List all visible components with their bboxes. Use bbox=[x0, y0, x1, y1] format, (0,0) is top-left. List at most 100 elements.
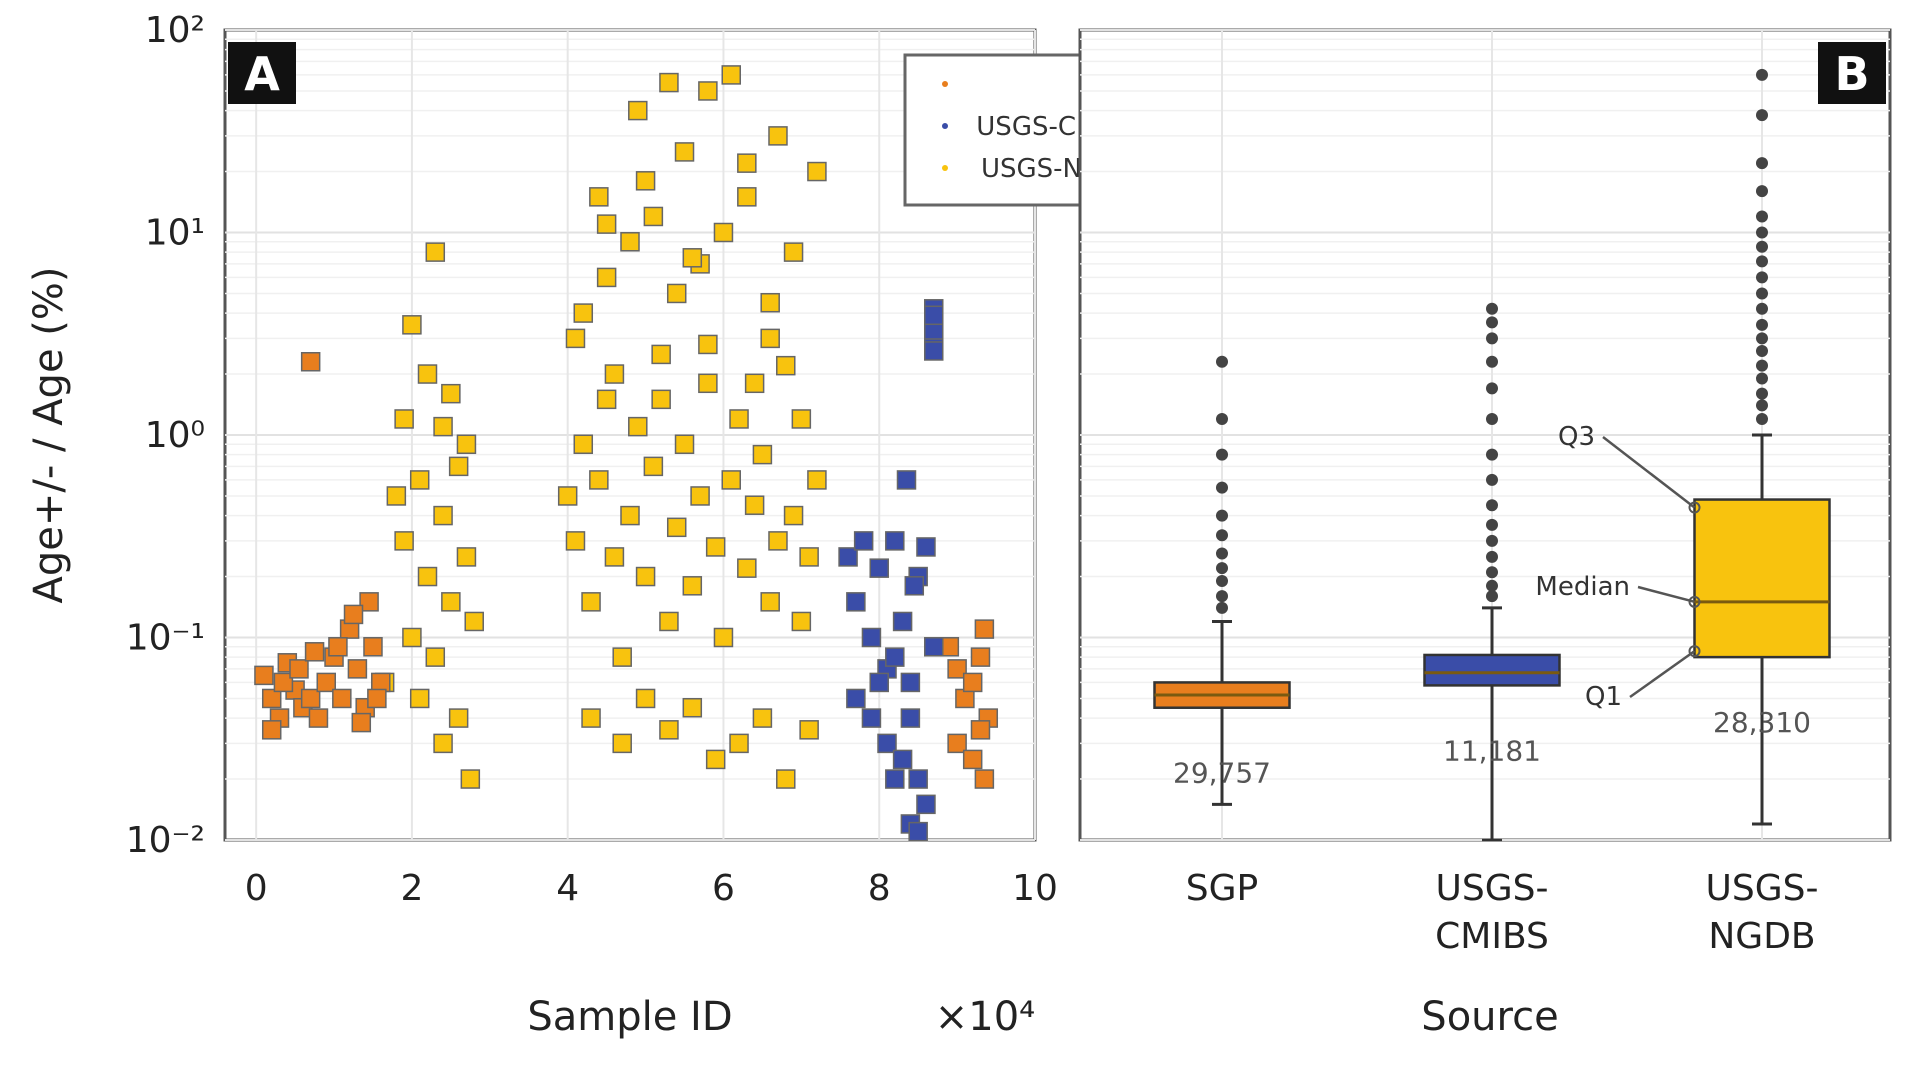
category-label: USGS- bbox=[1436, 868, 1549, 909]
outlier-point bbox=[1486, 550, 1498, 563]
outlier-point bbox=[1756, 255, 1768, 268]
y-tick-label: 10⁻¹ bbox=[126, 618, 205, 659]
data-point bbox=[791, 409, 812, 429]
x-tick-label: 4 bbox=[556, 868, 579, 909]
data-point bbox=[744, 495, 765, 515]
data-point bbox=[776, 355, 796, 376]
data-point bbox=[316, 672, 336, 693]
data-point bbox=[433, 733, 453, 754]
data-point bbox=[892, 611, 913, 632]
data-point bbox=[970, 647, 991, 667]
data-point bbox=[581, 708, 601, 728]
x-tick-label: 6 bbox=[712, 868, 735, 909]
data-point bbox=[635, 688, 656, 709]
outlier-point bbox=[1486, 566, 1498, 579]
data-point bbox=[885, 769, 905, 789]
data-point bbox=[433, 416, 453, 437]
data-point bbox=[394, 531, 414, 551]
data-point bbox=[698, 373, 718, 394]
data-point bbox=[885, 647, 905, 667]
data-point bbox=[877, 733, 897, 754]
category-label: USGS- bbox=[1706, 868, 1819, 909]
data-point bbox=[651, 389, 671, 410]
box-body bbox=[1423, 653, 1561, 687]
data-point bbox=[690, 486, 710, 506]
outlier-point bbox=[1756, 109, 1768, 122]
data-point bbox=[620, 505, 640, 526]
data-point bbox=[596, 214, 617, 234]
x-tick-label: 0 bbox=[245, 868, 268, 909]
data-point bbox=[705, 537, 726, 557]
data-point bbox=[869, 558, 889, 578]
data-point bbox=[573, 434, 594, 455]
outlier-point bbox=[1756, 157, 1768, 170]
outlier-point bbox=[1756, 332, 1768, 345]
annotation-arrow bbox=[1602, 436, 1696, 509]
plot-a-points bbox=[254, 65, 999, 842]
category-label: NGDB bbox=[1708, 916, 1815, 957]
outlier-point bbox=[1486, 579, 1498, 592]
data-point bbox=[846, 688, 866, 709]
outlier-point bbox=[1756, 185, 1768, 198]
data-point bbox=[904, 576, 925, 596]
series-sgp bbox=[254, 352, 999, 789]
outlier-point bbox=[1486, 473, 1498, 486]
plot-b-boxes: 29,757 11,181 28,310 bbox=[1153, 68, 1831, 842]
data-point bbox=[962, 672, 983, 693]
data-point bbox=[659, 611, 679, 632]
data-point bbox=[604, 364, 625, 384]
legend-marker-small bbox=[942, 123, 948, 129]
outlier-point bbox=[1216, 529, 1228, 542]
data-point bbox=[885, 531, 905, 551]
data-point bbox=[628, 100, 648, 121]
outlier-point bbox=[1486, 518, 1498, 531]
annotation-marker bbox=[1688, 501, 1701, 514]
annotation-marker bbox=[1688, 595, 1701, 608]
y-tick-label: 10¹ bbox=[145, 213, 205, 254]
data-point bbox=[729, 409, 749, 429]
data-point bbox=[705, 749, 726, 770]
outlier-point bbox=[1756, 226, 1768, 239]
outlier-point bbox=[1756, 271, 1768, 284]
box-2: 28,310 bbox=[1693, 68, 1831, 826]
data-point bbox=[760, 592, 780, 612]
data-point bbox=[807, 470, 827, 490]
data-point bbox=[752, 444, 773, 465]
data-point bbox=[783, 505, 804, 526]
data-point bbox=[861, 708, 882, 728]
panel-b-label-box bbox=[1818, 42, 1886, 104]
outlier-point bbox=[1486, 534, 1498, 547]
data-point bbox=[425, 647, 446, 667]
outlier-point bbox=[1216, 448, 1228, 461]
data-point bbox=[441, 592, 461, 612]
data-point bbox=[752, 708, 773, 728]
outlier-point bbox=[1216, 562, 1228, 575]
legend-marker-small bbox=[942, 81, 948, 87]
outlier-point bbox=[1216, 412, 1228, 425]
data-point bbox=[441, 383, 461, 404]
data-point bbox=[409, 688, 430, 709]
data-point bbox=[612, 733, 632, 754]
box-1: 11,181 bbox=[1423, 302, 1561, 842]
outlier-point bbox=[1756, 318, 1768, 331]
data-point bbox=[460, 769, 481, 789]
data-point bbox=[838, 547, 858, 567]
data-point bbox=[666, 283, 687, 304]
outlier-point bbox=[1486, 355, 1498, 368]
outlier-point bbox=[1756, 240, 1768, 253]
category-label: CMIBS bbox=[1435, 916, 1549, 957]
outlier-point bbox=[1756, 359, 1768, 372]
data-point bbox=[300, 352, 321, 372]
data-point bbox=[698, 81, 718, 101]
data-point bbox=[760, 292, 780, 313]
data-point bbox=[721, 470, 741, 490]
data-point bbox=[744, 373, 765, 394]
outlier-point bbox=[1486, 302, 1498, 315]
data-point bbox=[273, 672, 294, 693]
legend-marker-small bbox=[942, 165, 948, 171]
data-point bbox=[737, 153, 757, 173]
panel-a-label-box bbox=[228, 42, 296, 104]
data-point bbox=[604, 547, 625, 567]
data-point bbox=[768, 126, 788, 146]
data-point bbox=[799, 547, 819, 567]
